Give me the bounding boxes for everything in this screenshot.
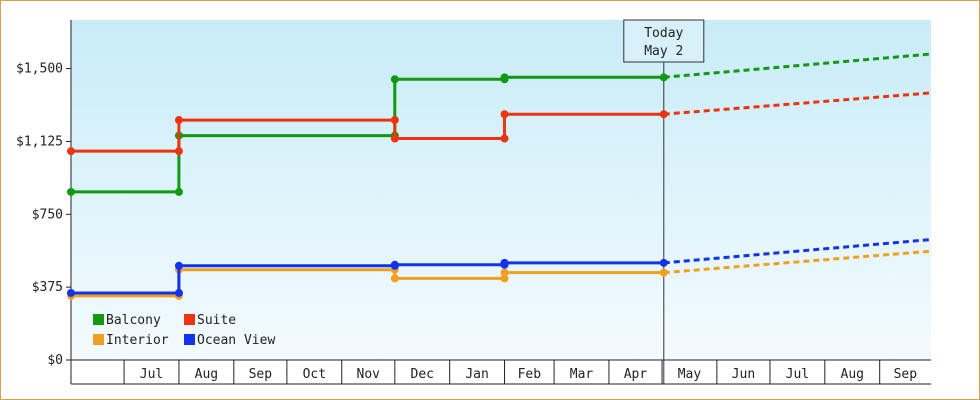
data-point-ocean-view: [67, 288, 75, 297]
series-suite: [67, 91, 932, 156]
data-point-suite: [500, 110, 509, 119]
series-balcony: [67, 52, 932, 196]
data-point-balcony: [67, 187, 75, 196]
x-month-label: Apr: [624, 367, 648, 382]
series-forecast-suite: [663, 91, 932, 116]
legend-label-interior: Interior: [106, 333, 169, 348]
data-point-interior: [390, 274, 399, 283]
x-month-label: Jul: [786, 367, 809, 382]
y-tick-label: $750: [32, 207, 63, 222]
data-point-ocean-view: [659, 258, 668, 267]
x-month-label: Mar: [570, 367, 594, 382]
x-month-label: Oct: [303, 367, 326, 382]
data-point-suite: [174, 147, 183, 156]
x-month-label: Sep: [894, 367, 918, 382]
x-month-label: Aug: [841, 367, 864, 382]
series-forecast-interior: [663, 249, 932, 275]
x-month-label: Sep: [249, 367, 273, 382]
x-axis: Jul Aug Sep Oct Nov Dec Jan Feb Mar Apr May Jun Jul A…: [71, 359, 931, 385]
x-month-label: Feb: [518, 367, 542, 382]
y-tick-label: $375: [32, 280, 63, 295]
today-box: [623, 19, 705, 63]
series-layer: [67, 52, 932, 300]
data-point-interior: [500, 268, 509, 277]
legend-swatch-ocean-view: [184, 334, 195, 345]
data-point-balcony: [390, 75, 399, 84]
y-tick-label: $1,125: [16, 134, 63, 149]
data-point-ocean-view: [174, 261, 183, 270]
data-point-suite: [67, 147, 75, 156]
data-point-suite: [659, 110, 668, 119]
x-month-label: Dec: [411, 367, 434, 382]
data-point-suite: [390, 116, 399, 125]
data-point-interior: [659, 268, 668, 277]
legend: Balcony Suite Interior Ocean View: [93, 313, 275, 348]
legend-label-ocean-view: Ocean View: [197, 333, 275, 348]
data-point-ocean-view: [174, 288, 183, 297]
series-ocean-view: [67, 238, 932, 297]
series-line-suite: [71, 112, 664, 153]
y-axis: $0 $375 $750 $1,125 $1,500: [16, 20, 72, 384]
data-point-balcony: [500, 73, 509, 82]
x-month-label: Jul: [140, 367, 163, 382]
data-point-balcony: [659, 73, 668, 82]
y-tick-label: $0: [47, 353, 63, 368]
data-point-balcony: [174, 187, 183, 196]
today-label: Today: [644, 26, 683, 41]
data-point-ocean-view: [390, 260, 399, 269]
today-marker: Today May 2: [623, 19, 705, 384]
data-point-suite: [174, 116, 183, 125]
data-point-interior: [500, 274, 509, 283]
y-tick-label: $1,500: [16, 62, 63, 77]
legend-swatch-suite: [184, 314, 195, 325]
legend-swatch-balcony: [93, 314, 104, 325]
data-point-suite: [500, 134, 509, 143]
data-point-suite: [390, 134, 399, 143]
x-month-label: Jan: [465, 367, 488, 382]
x-month-label: Jun: [732, 367, 755, 382]
legend-swatch-interior: [93, 334, 104, 345]
series-forecast-balcony: [663, 52, 932, 79]
x-month-label: May: [678, 367, 702, 382]
legend-label-balcony: Balcony: [106, 313, 161, 328]
series-forecast-ocean-view: [663, 238, 932, 265]
plot-background: [71, 20, 931, 360]
legend-label-suite: Suite: [197, 313, 236, 328]
today-date: May 2: [644, 44, 683, 59]
data-point-ocean-view: [500, 258, 509, 267]
x-month-label: Aug: [195, 367, 218, 382]
x-month-label: Nov: [357, 367, 381, 382]
